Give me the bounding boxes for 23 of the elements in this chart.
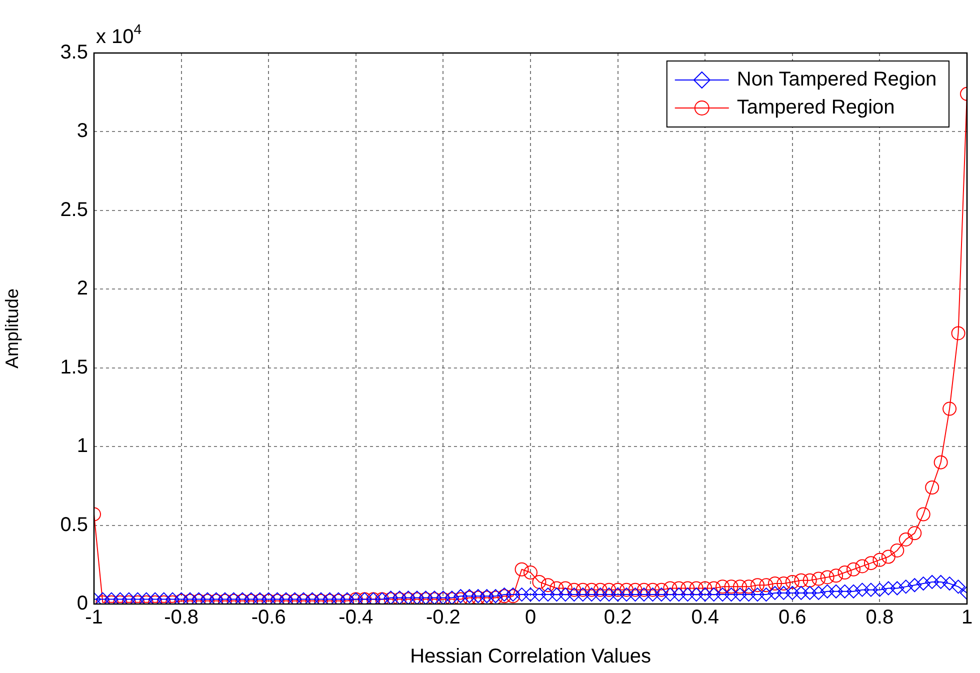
y-tick-label: 2 bbox=[76, 278, 88, 300]
x-tick-label: 0.4 bbox=[691, 606, 720, 629]
y-tick-label: 0 bbox=[76, 592, 88, 615]
x-tick-label: -0.8 bbox=[164, 606, 199, 629]
x-tick-label: 1 bbox=[961, 606, 973, 629]
y-tick-label: 0.5 bbox=[60, 514, 88, 536]
y-tick-label: 1.5 bbox=[60, 356, 88, 378]
x-tick-label: -1 bbox=[85, 606, 103, 629]
legend-label: Tampered Region bbox=[736, 96, 895, 119]
x-tick-label: -0.2 bbox=[426, 606, 460, 629]
x-tick-label: 0.2 bbox=[604, 606, 632, 629]
y-tick-label: 3 bbox=[76, 120, 88, 142]
x-tick-label: 0.8 bbox=[866, 606, 894, 629]
x-tick-label: 0.6 bbox=[778, 606, 806, 629]
x-tick-label: -0.4 bbox=[338, 606, 374, 629]
x-tick-label: -0.6 bbox=[251, 606, 286, 629]
y-tick-label: 3.5 bbox=[60, 42, 88, 64]
x-tick-label: 0 bbox=[524, 606, 536, 629]
legend-label: Non Tampered Region bbox=[736, 68, 937, 91]
x-axis-title: Hessian Correlation Values bbox=[410, 646, 651, 668]
y-axis-title: Amplitude bbox=[2, 288, 22, 369]
y-tick-label: 1 bbox=[76, 435, 88, 458]
y-tick-label: 2.5 bbox=[60, 198, 88, 221]
